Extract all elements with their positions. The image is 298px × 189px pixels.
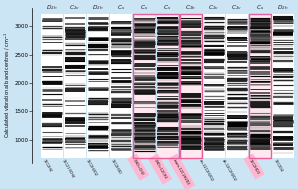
Bar bbox=[272, 14, 294, 158]
Bar bbox=[87, 14, 109, 158]
Text: $C_s$: $C_s$ bbox=[117, 3, 125, 12]
Bar bbox=[134, 14, 155, 158]
Text: cis-12C2H2D2: cis-12C2H2D2 bbox=[198, 158, 214, 182]
Text: 12C2HD3: 12C2HD3 bbox=[248, 158, 260, 175]
Text: 12C2H2D2: 12C2H2D2 bbox=[85, 158, 98, 177]
Text: 12C2H3D: 12C2H3D bbox=[109, 158, 121, 175]
Text: CHD=CH2: CHD=CH2 bbox=[132, 158, 144, 176]
Bar bbox=[41, 14, 63, 158]
Text: $C_s$: $C_s$ bbox=[140, 3, 148, 12]
Bar bbox=[203, 14, 225, 158]
Text: $C_s$: $C_s$ bbox=[256, 3, 264, 12]
Bar bbox=[157, 14, 178, 158]
Text: $D_{2h}$: $D_{2h}$ bbox=[46, 3, 58, 12]
Text: $D_{2h}$: $D_{2h}$ bbox=[92, 3, 104, 12]
Text: 12C2H4: 12C2H4 bbox=[41, 158, 52, 173]
Text: $C_{2h}$: $C_{2h}$ bbox=[185, 3, 196, 12]
Bar bbox=[133, 14, 179, 158]
Text: $D_{2h}$: $D_{2h}$ bbox=[277, 3, 289, 12]
Text: $C_{2v}$: $C_{2v}$ bbox=[231, 3, 243, 12]
Bar bbox=[226, 14, 248, 158]
Y-axis label: Calculated vibrational band centres / cm$^{-1}$: Calculated vibrational band centres / cm… bbox=[3, 33, 12, 139]
Text: trans-12C2H2D2: trans-12C2H2D2 bbox=[172, 158, 191, 186]
Bar bbox=[180, 14, 201, 158]
Text: CHD=12CH2: CHD=12CH2 bbox=[153, 158, 167, 180]
Text: alt-12C2H2D2: alt-12C2H2D2 bbox=[221, 158, 237, 182]
Bar bbox=[249, 14, 271, 158]
Text: $C_s$: $C_s$ bbox=[163, 3, 172, 12]
Bar bbox=[111, 14, 132, 158]
Text: $C_{2v}$: $C_{2v}$ bbox=[69, 3, 80, 12]
Text: 12C213CH4: 12C213CH4 bbox=[61, 158, 75, 179]
Bar bbox=[249, 14, 271, 158]
Bar bbox=[64, 14, 86, 158]
Bar bbox=[180, 14, 202, 158]
Text: 12C2D4: 12C2D4 bbox=[273, 158, 283, 173]
Text: $C_{2v}$: $C_{2v}$ bbox=[208, 3, 219, 12]
